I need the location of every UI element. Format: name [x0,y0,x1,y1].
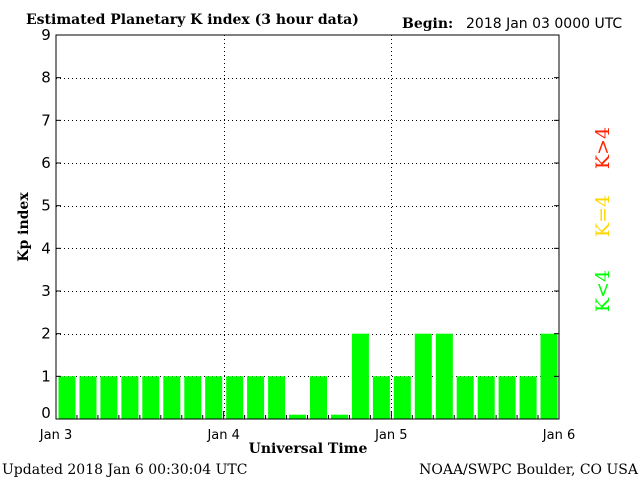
plot-frame [55,34,560,420]
kp-bar [121,376,139,419]
legend-k-equal-4: K=4 [592,195,614,237]
y-tick-label: 3 [41,282,51,300]
bars [58,333,558,419]
kp-bar [414,333,432,419]
updated-timestamp: Updated 2018 Jan 6 00:30:04 UTC [2,462,247,478]
y-tick-label: 6 [41,154,51,172]
grid [56,35,559,419]
kp-bar [79,376,97,419]
begin-value: 2018 Jan 03 0000 UTC [466,16,622,32]
y-tick-label: 7 [41,111,51,129]
x-axis-ticks: Jan 3 Jan 4 Jan 5 Jan 6 [39,411,575,443]
chart-title: Estimated Planetary K index (3 hour data… [26,12,359,28]
x-tick-label: Jan 6 [542,428,575,443]
x-axis-label: Universal Time [249,441,368,457]
y-axis-ticks: 0 1 2 3 4 5 6 7 8 9 [41,26,559,422]
kp-bar [477,376,495,419]
y-tick-label: 4 [41,239,51,257]
kp-bar [519,376,537,419]
kp-bar [142,376,160,419]
kp-bar [58,376,76,419]
x-tick-label: Jan 5 [374,428,407,443]
y-axis-label: Kp index [16,192,32,262]
kp-bar [498,376,516,419]
kp-bar [540,333,558,419]
y-tick-label: 9 [41,26,51,44]
kp-bar [268,376,286,419]
y-tick-label: 1 [41,367,51,385]
kp-bar [310,376,327,419]
kp-bar [163,376,181,419]
legend-k-less-4: K<4 [592,270,614,312]
y-tick-label: 0 [41,404,51,422]
kp-bar [247,376,265,419]
kp-bar [372,376,390,419]
begin-label: Begin: [402,16,453,32]
legend-k-greater-4: K>4 [592,127,614,169]
kp-bar [205,376,223,419]
kp-bar [331,414,348,419]
x-tick-label: Jan 3 [39,428,72,443]
kp-bar [184,376,202,419]
y-tick-label: 2 [41,325,51,343]
y-tick-label: 5 [41,197,51,215]
x-tick-label: Jan 4 [206,428,239,443]
kp-bar [226,376,244,419]
kp-bar [456,376,474,419]
kp-bar [351,333,369,419]
kp-bar [435,333,453,419]
kp-bar [100,376,118,419]
kp-bar [289,414,306,419]
y-tick-label: 8 [41,69,51,87]
kp-bar [393,376,411,419]
source-credit: NOAA/SWPC Boulder, CO USA [419,462,639,478]
